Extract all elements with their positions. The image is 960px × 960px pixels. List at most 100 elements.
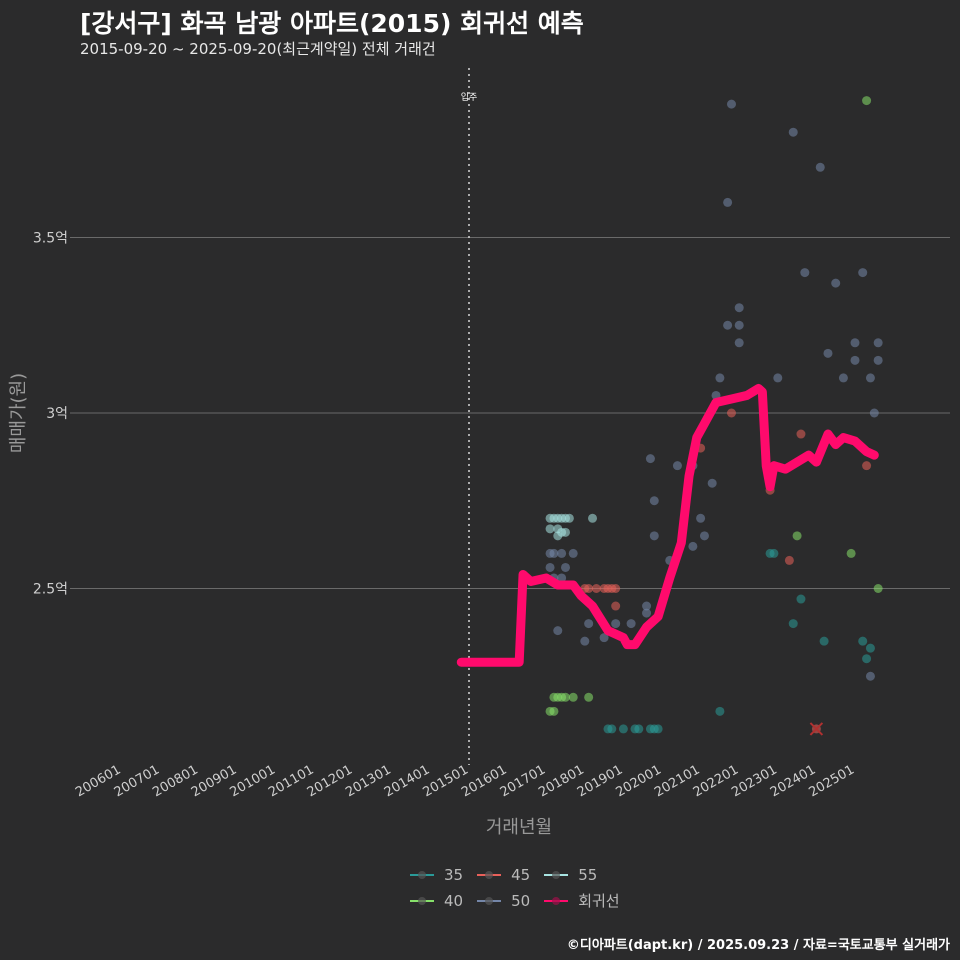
data-point-35 xyxy=(634,724,644,734)
footer-credit: ©디아파트(dapt.kr) / 2025.09.23 / 자료=국토교통부 실… xyxy=(566,938,950,953)
legend-key-icon xyxy=(410,871,434,879)
data-point-35 xyxy=(796,594,806,604)
data-point-40 xyxy=(561,692,570,702)
data-point-55 xyxy=(588,513,598,523)
data-point-50 xyxy=(553,626,563,636)
data-point-50 xyxy=(734,303,744,313)
legend: 35 45 55 40 50 회귀선 xyxy=(410,866,620,911)
data-point-50 xyxy=(557,573,567,583)
data-point-45 xyxy=(726,408,736,418)
data-point-50 xyxy=(773,373,783,383)
data-point-50 xyxy=(869,408,879,418)
data-point-50 xyxy=(850,338,860,348)
data-point-50 xyxy=(549,548,559,558)
legend-label: 50 xyxy=(511,891,531,910)
data-point-50 xyxy=(858,268,868,278)
data-point-45 xyxy=(584,584,594,593)
data-point-35 xyxy=(653,724,663,734)
legend-label: 회귀선 xyxy=(578,892,620,910)
legend-key-icon xyxy=(477,871,502,879)
data-point-45 xyxy=(862,461,872,471)
move-in-label: 입주 xyxy=(461,91,478,103)
legend-item-회귀선: 회귀선 xyxy=(544,890,620,911)
data-point-35 xyxy=(618,724,628,734)
chart-title: [강서구] 화곡 남광 아파트(2015) 회귀선 예측 xyxy=(80,9,584,38)
data-point-50 xyxy=(823,348,833,358)
legend-item-55: 55 xyxy=(544,866,619,884)
data-point-45 xyxy=(796,429,806,439)
legend-key-icon xyxy=(410,896,434,905)
chart-subtitle: 2015-09-20 ~ 2025-09-20(최근계약일) 전체 거래건 xyxy=(80,40,436,58)
data-point-50 xyxy=(838,373,848,383)
data-point-50 xyxy=(788,127,798,137)
data-point-50 xyxy=(645,454,655,464)
data-point-50 xyxy=(865,671,875,681)
data-point-50 xyxy=(611,619,621,629)
outlier-x-marker xyxy=(809,722,824,736)
legend-item-35: 35 xyxy=(410,866,463,884)
data-point-40 xyxy=(846,548,856,558)
data-point-50 xyxy=(723,197,733,207)
data-point-50 xyxy=(642,601,652,611)
y-tick-label: 3.5억 xyxy=(33,231,68,247)
data-point-35 xyxy=(769,548,779,558)
data-point-50 xyxy=(726,99,736,109)
data-point-50 xyxy=(831,278,841,288)
data-point-35 xyxy=(858,636,868,646)
data-point-50 xyxy=(672,461,682,471)
data-point-50 xyxy=(642,608,652,618)
data-point-50 xyxy=(599,633,609,643)
data-point-35 xyxy=(788,619,798,629)
legend-label: 55 xyxy=(578,866,598,884)
data-point-50 xyxy=(850,355,860,365)
data-point-50 xyxy=(561,562,570,572)
data-point-45 xyxy=(611,601,621,611)
data-point-55 xyxy=(564,513,574,523)
data-point-50 xyxy=(688,541,698,551)
data-point-50 xyxy=(873,355,883,365)
data-point-50 xyxy=(734,320,744,330)
y-tick-label: 2.5억 xyxy=(33,582,68,598)
data-point-35 xyxy=(607,724,617,734)
data-point-40 xyxy=(584,692,594,702)
legend-label: 45 xyxy=(511,866,531,884)
data-point-40 xyxy=(792,531,802,541)
data-point-50 xyxy=(649,531,659,541)
data-point-50 xyxy=(584,619,594,629)
data-point-50 xyxy=(696,513,706,523)
data-point-50 xyxy=(707,478,717,488)
data-point-50 xyxy=(557,548,567,558)
y-axis-title: 매매가(원) xyxy=(8,373,29,453)
data-point-35 xyxy=(715,706,725,716)
data-point-40 xyxy=(862,96,872,106)
regression-line xyxy=(456,383,879,667)
legend-label: 35 xyxy=(444,866,464,884)
data-point-50 xyxy=(734,338,744,348)
data-point-35 xyxy=(865,643,875,653)
data-point-50 xyxy=(580,636,590,646)
data-point-55 xyxy=(561,527,570,537)
data-point-50 xyxy=(723,320,733,330)
data-point-45 xyxy=(611,584,621,593)
data-point-50 xyxy=(545,562,555,572)
legend-key-icon xyxy=(544,871,569,879)
data-point-35 xyxy=(819,636,829,646)
legend-item-50: 50 xyxy=(477,890,530,911)
legend-item-45: 45 xyxy=(477,866,530,884)
data-point-50 xyxy=(873,338,883,348)
data-point-35 xyxy=(862,654,872,664)
data-point-50 xyxy=(568,548,578,558)
data-point-45 xyxy=(784,555,794,565)
data-point-50 xyxy=(715,373,725,383)
data-point-50 xyxy=(865,373,875,383)
data-point-45 xyxy=(591,584,601,593)
data-point-50 xyxy=(626,619,636,629)
legend-item-40: 40 xyxy=(410,890,463,911)
legend-key-icon xyxy=(544,896,569,905)
data-point-55 xyxy=(545,524,555,534)
data-point-50 xyxy=(649,496,659,506)
data-point-40 xyxy=(549,706,559,716)
y-tick-label: 3억 xyxy=(46,406,68,422)
data-point-50 xyxy=(699,531,709,541)
data-point-50 xyxy=(800,268,810,278)
